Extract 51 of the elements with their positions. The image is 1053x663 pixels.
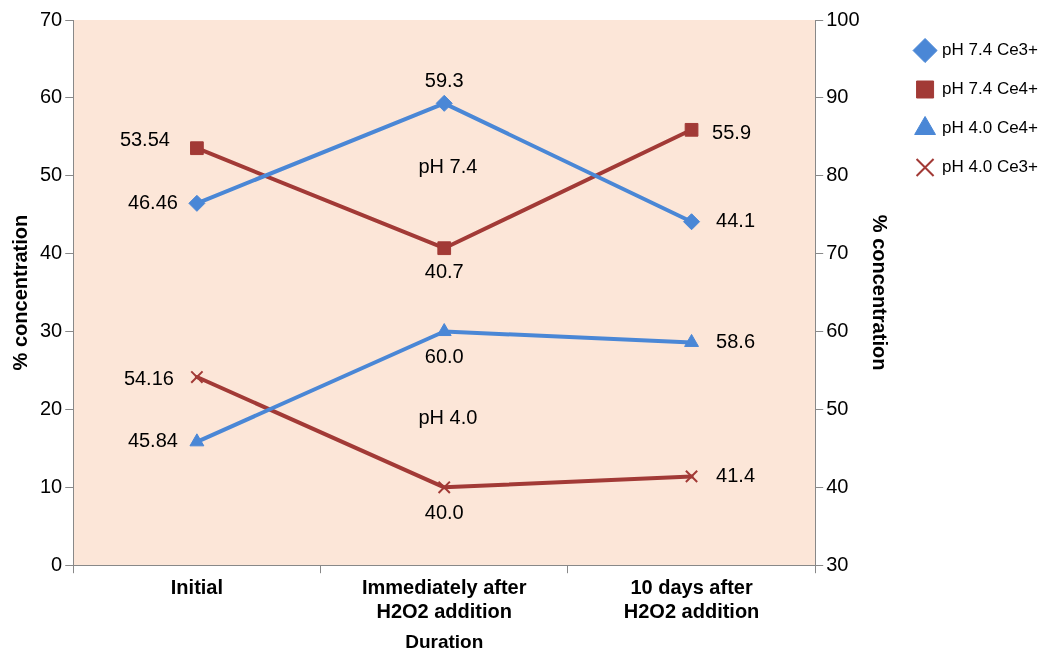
data-label: 54.16 — [123, 366, 174, 389]
y-tick-label: 40 — [40, 241, 63, 264]
point — [437, 480, 451, 494]
y-tick-label: 0 — [51, 552, 63, 575]
y2-tick-label: 100 — [826, 7, 860, 30]
legend-label: pH 4.0 Ce4+ — [942, 118, 1039, 138]
legend-label: pH 7.4 Ce3+ — [942, 40, 1039, 60]
annotation: pH 7.4 — [418, 154, 478, 177]
point — [684, 122, 699, 137]
point — [684, 333, 699, 347]
y2-tick-label: 80 — [826, 163, 849, 186]
y2-tick-label: 30 — [826, 552, 849, 575]
point — [190, 370, 204, 384]
data-label: 40.7 — [424, 259, 464, 282]
data-label: 60.0 — [424, 345, 464, 368]
y2-tick-label: 40 — [826, 474, 849, 497]
point — [435, 94, 453, 112]
data-label: 55.9 — [712, 121, 752, 144]
point — [188, 194, 206, 212]
legend-label: pH 4.0 Ce3+ — [942, 157, 1039, 177]
data-label: 45.84 — [127, 429, 178, 452]
legend-label: pH 7.4 Ce4+ — [942, 79, 1039, 99]
y-tick-label: 20 — [40, 396, 63, 419]
y-tick-label: 50 — [40, 163, 63, 186]
y-tick-label: 30 — [40, 319, 63, 342]
y2-tick-label: 60 — [826, 319, 849, 342]
x-tick-label: Immediately after H2O2 addition — [361, 575, 527, 622]
data-label: 41.4 — [716, 463, 756, 486]
data-label: 59.3 — [424, 68, 464, 91]
y-tick-label: 70 — [40, 7, 63, 30]
data-label: 58.6 — [716, 329, 756, 352]
data-label: 40.0 — [424, 500, 464, 523]
y-tick-label: 10 — [40, 474, 63, 497]
y2-axis-title: % concentration — [869, 214, 892, 371]
y-axis-title: % concentration — [8, 214, 31, 371]
point — [437, 241, 452, 256]
point — [190, 141, 204, 156]
annotation: pH 4.0 — [418, 405, 478, 428]
data-label: 44.1 — [716, 209, 756, 232]
y2-tick-label: 90 — [826, 85, 849, 108]
y2-tick-label: 70 — [826, 241, 849, 264]
point — [684, 469, 699, 484]
x-tick-label: Initial — [170, 575, 224, 598]
point — [189, 433, 205, 447]
x-axis-title: Duration — [405, 630, 484, 652]
point — [683, 213, 701, 231]
x-tick-label: 10 days after H2O2 addition — [623, 575, 760, 622]
data-label: 53.54 — [119, 127, 170, 150]
data-label: 46.46 — [127, 190, 178, 213]
y2-tick-label: 50 — [826, 396, 849, 419]
y-tick-label: 60 — [40, 85, 63, 108]
